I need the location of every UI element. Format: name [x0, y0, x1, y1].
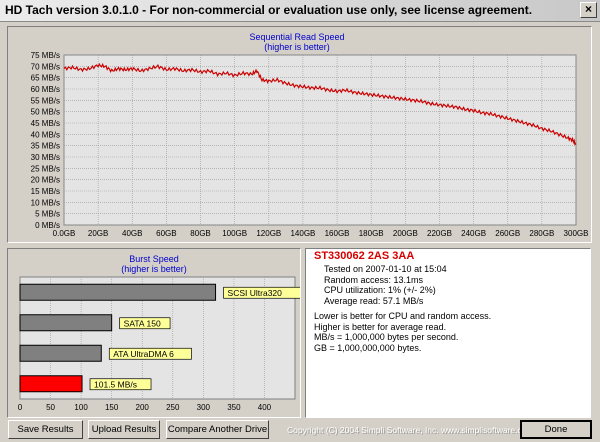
burst-speed-chart: Burst Speed (higher is better) SCSI Ultr…: [18, 254, 300, 412]
cpu-utilization: CPU utilization: 1% (+/- 2%): [324, 285, 436, 296]
x-tick-label: 80GB: [190, 229, 210, 238]
burst-x-tick-label: 400: [258, 403, 272, 412]
drive-info-panel: ST330062 2AS 3AA Tested on 2007-01-10 at…: [305, 248, 591, 418]
burst-bar: [19, 375, 83, 393]
x-tick-label: 180GB: [359, 229, 384, 238]
burst-bar-label-box: [119, 317, 171, 330]
burst-x-ticks: 0 50 100 150 200 250 300 350 400: [18, 403, 272, 412]
y-tick-label: 5 MB/s: [35, 210, 60, 219]
burst-bar-label: 101.5 MB/s: [94, 379, 137, 389]
x-tick-label: 0.0GB: [53, 229, 76, 238]
y-tick-label: 25 MB/s: [31, 164, 60, 173]
note-lower-better: Lower is better for CPU and random acces…: [314, 311, 492, 321]
burst-x-tick-label: 350: [227, 403, 241, 412]
y-tick-label: 70 MB/s: [31, 62, 60, 71]
x-tick-label: 140GB: [290, 229, 315, 238]
burst-chart-title: Burst Speed: [129, 254, 179, 264]
x-tick-label: 100GB: [222, 229, 247, 238]
window-title: HD Tach version 3.0.1.0 - For non-commer…: [5, 3, 533, 17]
sequential-x-ticks: 0.0GB 20GB 40GB 60GB 80GB 100GB 120GB 140GB 160G…: [53, 229, 589, 238]
close-button[interactable]: ×: [580, 2, 597, 18]
burst-x-tick-label: 300: [197, 403, 211, 412]
y-tick-label: 20 MB/s: [31, 176, 60, 185]
burst-bar-label: SCSI Ultra320: [228, 288, 283, 298]
burst-bar: [19, 314, 113, 332]
y-tick-label: 55 MB/s: [31, 96, 60, 105]
x-tick-label: 160GB: [325, 229, 350, 238]
upload-results-button[interactable]: Upload Results: [88, 420, 160, 439]
x-tick-label: 300GB: [564, 229, 589, 238]
y-tick-label: 50 MB/s: [31, 108, 60, 117]
save-results-button[interactable]: Save Results: [8, 420, 83, 439]
title-bar: HD Tach version 3.0.1.0 - For non-commer…: [0, 0, 600, 22]
sequential-y-ticks: 0 MB/s 5 MB/s 10 MB/s 15 MB/s 20 MB/s 25 MB/s…: [31, 51, 60, 230]
x-tick-label: 280GB: [529, 229, 554, 238]
burst-bar-label: SATA 150: [124, 318, 161, 328]
x-tick-label: 120GB: [256, 229, 281, 238]
burst-x-tick-label: 250: [166, 403, 180, 412]
x-tick-label: 220GB: [427, 229, 452, 238]
burst-x-tick-label: 50: [46, 403, 55, 412]
burst-bar: [19, 344, 102, 362]
burst-bar-label-box: [223, 286, 300, 299]
x-tick-label: 200GB: [393, 229, 418, 238]
burst-x-tick-label: 200: [136, 403, 150, 412]
random-access: Random access: 13.1ms: [324, 274, 424, 285]
sequential-read-chart: Sequential Read Speed (higher is better)…: [31, 32, 589, 238]
y-tick-label: 75 MB/s: [31, 51, 60, 60]
burst-x-tick-label: 100: [74, 403, 88, 412]
y-tick-label: 60 MB/s: [31, 85, 60, 94]
y-tick-label: 45 MB/s: [31, 119, 60, 128]
sequential-plot-area: [63, 54, 577, 226]
copyright-text: Copyright (C) 2004 Simpli Software, Inc.…: [287, 425, 534, 435]
burst-bar-label-box: [108, 347, 192, 360]
y-tick-label: 65 MB/s: [31, 74, 60, 83]
burst-bar-label-box: [89, 378, 152, 391]
x-tick-label: 240GB: [461, 229, 486, 238]
burst-bar-label: ATA UltraDMA 6: [113, 349, 174, 359]
tested-on: Tested on 2007-01-10 at 15:04: [324, 264, 447, 274]
y-tick-label: 40 MB/s: [31, 130, 60, 139]
burst-speed-panel: Burst Speed (higher is better) SCSI Ultr…: [7, 248, 301, 418]
average-read: Average read: 57.1 MB/s: [324, 295, 424, 306]
done-button[interactable]: Done: [520, 420, 592, 439]
burst-x-tick-label: 0: [18, 403, 23, 412]
note-higher-better: Higher is better for average read.: [314, 321, 447, 332]
x-tick-label: 60GB: [156, 229, 176, 238]
sequential-read-panel: Sequential Read Speed (higher is better)…: [7, 26, 592, 243]
drive-name: ST330062 2AS 3AA: [314, 250, 415, 262]
sequential-chart-subtitle: (higher is better): [264, 42, 330, 52]
sequential-read-line: [63, 62, 577, 146]
y-tick-label: 35 MB/s: [31, 142, 60, 151]
x-tick-label: 40GB: [122, 229, 142, 238]
note-gb-definition: GB = 1,000,000,000 bytes.: [314, 342, 422, 353]
burst-bar: [19, 283, 217, 301]
x-tick-label: 20GB: [88, 229, 108, 238]
burst-x-tick-label: 150: [105, 403, 119, 412]
x-tick-label: 260GB: [495, 229, 520, 238]
burst-bars: SCSI Ultra320 SATA 150 ATA UltraDMA 6 101.5…: [19, 283, 300, 393]
y-tick-label: 15 MB/s: [31, 187, 60, 196]
y-tick-label: 30 MB/s: [31, 153, 60, 162]
note-mbs-definition: MB/s = 1,000,000 bytes per second.: [314, 332, 459, 343]
y-tick-label: 0 MB/s: [35, 221, 60, 230]
compare-drive-button[interactable]: Compare Another Drive: [166, 420, 269, 439]
sequential-chart-title: Sequential Read Speed: [249, 32, 344, 42]
burst-chart-subtitle: (higher is better): [121, 264, 187, 274]
y-tick-label: 10 MB/s: [31, 198, 60, 207]
sequential-grid: [63, 54, 577, 226]
